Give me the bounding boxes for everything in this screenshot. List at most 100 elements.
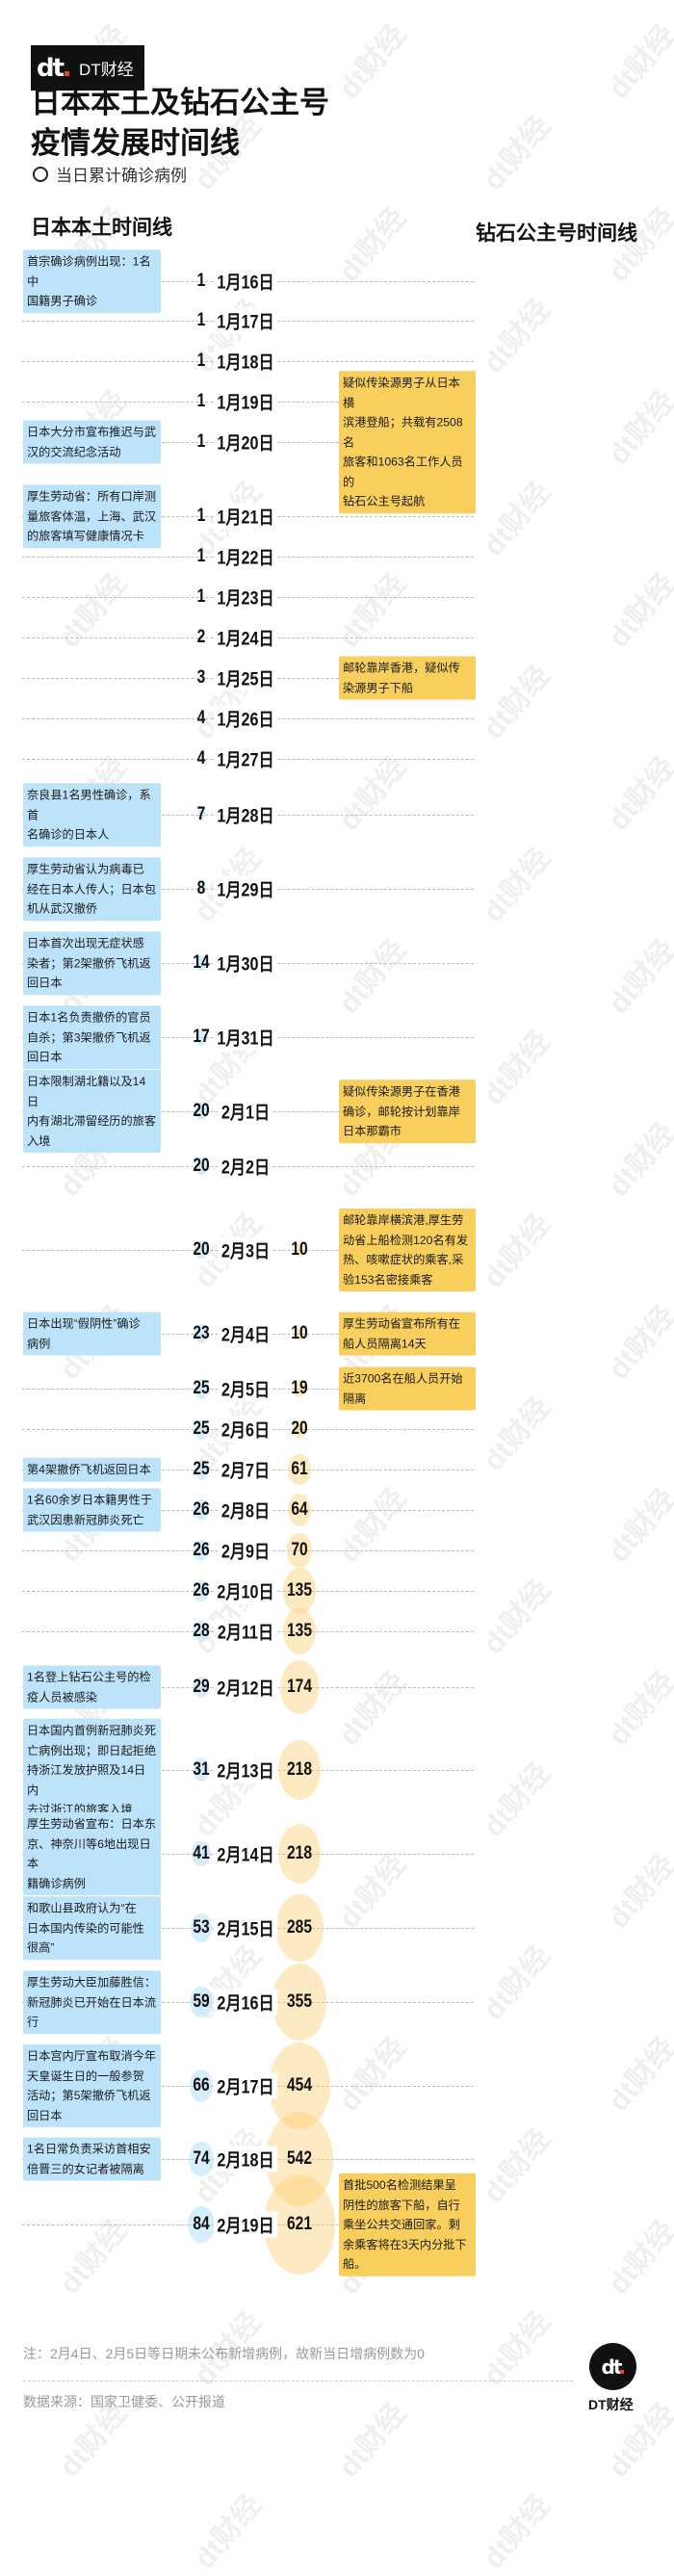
watermark: dt财经: [332, 1848, 412, 1935]
diamond-case-bubble: [288, 1494, 311, 1526]
watermark: dt财经: [477, 293, 557, 379]
japan-case-bubble: [194, 1540, 209, 1561]
japan-case-count: 74: [193, 2148, 210, 2169]
diamond-case-count: 454: [287, 2075, 312, 2095]
japan-case-count: 26: [193, 1580, 210, 1600]
japan-case-bubble: [199, 513, 203, 519]
date-label: 1月25日: [213, 664, 278, 691]
japan-case-count: 29: [193, 1677, 210, 1697]
diamond-event-box: 邮轮靠岸横滨港,厚生劳 动省上船检测120名有发 热、咳嗽症状的乘客,采 验15…: [339, 1209, 476, 1291]
date-label: 1月31日: [213, 1024, 278, 1051]
date-label: 1月21日: [213, 503, 278, 530]
watermark: dt财经: [332, 2031, 412, 2118]
watermark: dt财经: [477, 1574, 557, 1660]
japan-case-count: 26: [193, 1499, 210, 1520]
diamond-case-count: 19: [291, 1378, 308, 1398]
watermark: dt财经: [477, 110, 557, 196]
date-label: 1月16日: [213, 268, 278, 295]
legend-label: 当日累计确诊病例: [56, 167, 187, 185]
japan-event-box: 厚生劳动省宣布：日本东 京、神奈川等6地出现日本 籍确诊病例: [23, 1812, 161, 1895]
japan-event-box: 日本出现“假阴性”确诊 病例: [23, 1312, 161, 1356]
watermark: dt财经: [53, 567, 133, 654]
diamond-case-count: 10: [291, 1323, 308, 1343]
japan-case-bubble: [194, 1418, 209, 1440]
japan-case-bubble: [198, 714, 204, 723]
japan-case-count: 25: [193, 1459, 210, 1479]
diamond-case-bubble: [277, 1823, 322, 1884]
watermark: dt财经: [602, 567, 674, 654]
japan-case-count: 1: [196, 546, 206, 566]
japan-event-box: 日本宫内厅宣布取消今年 天皇诞生日的一般参贺 活动；第5架撤侨飞机返 回日本: [23, 2044, 161, 2127]
date-label: 1月24日: [213, 624, 278, 651]
japan-case-bubble: [197, 809, 205, 820]
date-label: 2月6日: [218, 1416, 273, 1443]
brand-name: DT财经: [79, 61, 134, 79]
diamond-case-count: 64: [291, 1499, 308, 1520]
japan-case-bubble: [192, 1840, 211, 1867]
diamond-event-box: 厚生劳动省宣布所有在 船人员隔离14天: [339, 1312, 476, 1356]
watermark: dt财经: [477, 659, 557, 745]
date-label: 2月14日: [213, 1840, 278, 1867]
data-source: 数据来源：国家卫健委、公开报道: [23, 2394, 225, 2409]
japan-case-bubble: [195, 955, 207, 971]
date-label: 1月19日: [213, 388, 278, 415]
japan-case-bubble: [188, 2205, 215, 2244]
japan-case-count: 59: [193, 1991, 210, 2012]
japan-case-bubble: [199, 399, 203, 404]
japan-case-count: 25: [193, 1418, 210, 1439]
watermark: dt财经: [477, 1756, 557, 1843]
watermark: dt财经: [332, 201, 412, 288]
watermark: dt财经: [477, 2488, 557, 2575]
japan-case-count: 1: [196, 351, 206, 371]
date-label: 1月30日: [213, 950, 278, 976]
diamond-case-count: 135: [287, 1621, 312, 1641]
japan-case-bubble: [199, 278, 203, 284]
japan-case-count: 7: [196, 804, 206, 824]
japan-case-bubble: [198, 754, 204, 764]
date-label: 2月5日: [218, 1375, 273, 1402]
japan-case-count: 2: [196, 627, 206, 647]
watermark: dt财经: [602, 2214, 674, 2301]
diamond-case-bubble: [272, 1964, 327, 2041]
japan-event-box: 日本大分市宣布推迟与武 汉的交流纪念活动: [23, 420, 161, 464]
date-label: 1月22日: [213, 543, 278, 570]
page-title: 日本本土及钻石公主号 疫情发展时间线: [31, 86, 329, 160]
japan-case-count: 20: [193, 1101, 210, 1121]
japan-case-bubble: [199, 594, 203, 600]
japan-case-bubble: [194, 1378, 209, 1399]
date-label: 1月27日: [213, 745, 278, 772]
date-label: 2月15日: [213, 1914, 278, 1941]
japan-case-count: 28: [193, 1621, 210, 1641]
diamond-case-bubble: [282, 1567, 317, 1615]
diamond-case-bubble: [269, 2043, 330, 2129]
japan-case-count: 25: [193, 1378, 210, 1398]
date-label: 2月13日: [213, 1756, 278, 1783]
japan-event-box: 1名60余岁日本籍男性于 武汉因患新冠肺炎死亡: [23, 1488, 161, 1532]
japan-event-box: 和歌山县政府认为“在 日本国内传染的可能性 很高”: [23, 1896, 161, 1960]
footer-brand-name: DT财经: [588, 2397, 634, 2412]
diamond-case-bubble: [287, 1533, 312, 1568]
diamond-case-bubble: [274, 1893, 324, 1963]
watermark: dt财经: [332, 1665, 412, 1752]
japan-case-bubble: [199, 358, 203, 364]
japan-case-bubble: [196, 883, 206, 895]
watermark: dt财经: [332, 2397, 412, 2484]
japan-case-count: 3: [196, 667, 206, 688]
japan-case-count: 14: [193, 952, 210, 973]
diamond-event-box: 近3700名在船人员开始 隔离: [339, 1366, 476, 1411]
japan-case-bubble: [194, 1580, 209, 1601]
diamond-case-bubble: [295, 1243, 304, 1257]
japan-case-count: 1: [196, 310, 206, 330]
japan-case-count: 53: [193, 1917, 210, 1938]
watermark: dt财经: [477, 2305, 557, 2392]
date-label: 2月2日: [218, 1153, 273, 1180]
watermark: dt财经: [602, 1848, 674, 1935]
brand-logo: dt DT财经: [31, 45, 144, 91]
japan-case-count: 1: [196, 271, 206, 291]
diamond-case-count: 10: [291, 1239, 308, 1260]
japan-case-bubble: [189, 2069, 214, 2103]
watermark: dt财经: [602, 384, 674, 471]
watermark: dt财经: [602, 750, 674, 837]
diamond-event-box: 疑似传染源男子从日本横 滨港登船；共载有2508名 旅客和1063名工作人员的 …: [339, 371, 476, 513]
japan-case-bubble: [194, 1323, 209, 1344]
